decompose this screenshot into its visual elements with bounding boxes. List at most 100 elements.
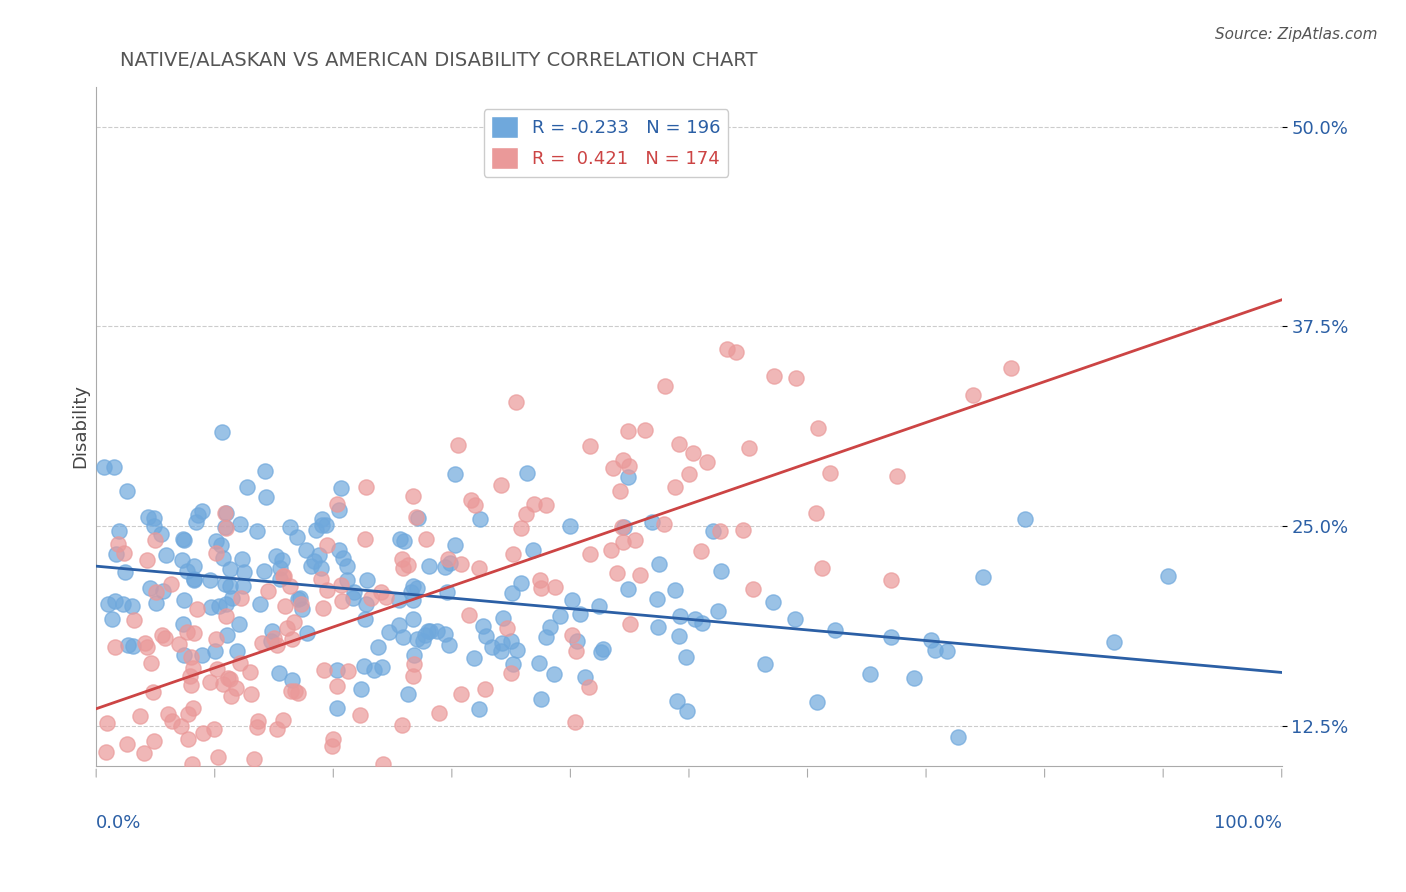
Point: [139, 807, 162, 822]
Point: [218, 579, 240, 593]
Point: [544, 580, 567, 594]
Point: [737, 441, 759, 455]
Point: [489, 644, 512, 658]
Point: [599, 542, 621, 557]
Point: [225, 681, 247, 695]
Point: [135, 640, 157, 654]
Point: [696, 455, 718, 469]
Point: [418, 559, 440, 574]
Point: [609, 484, 631, 499]
Point: [450, 687, 472, 701]
Point: [810, 561, 832, 575]
Point: [153, 631, 176, 645]
Point: [145, 585, 167, 599]
Point: [342, 591, 364, 606]
Point: [665, 694, 688, 708]
Point: [356, 573, 378, 587]
Point: [505, 395, 527, 409]
Point: [564, 714, 586, 729]
Point: [209, 538, 232, 552]
Point: [460, 493, 482, 508]
Point: [305, 524, 328, 538]
Point: [709, 565, 731, 579]
Point: [496, 621, 519, 635]
Point: [578, 547, 600, 561]
Point: [256, 491, 278, 505]
Point: [354, 480, 377, 494]
Point: [173, 648, 195, 662]
Point: [349, 708, 371, 723]
Point: [204, 643, 226, 657]
Point: [112, 597, 135, 611]
Point: [228, 807, 250, 822]
Point: [183, 625, 205, 640]
Point: [290, 602, 312, 616]
Point: [415, 532, 437, 546]
Point: [191, 648, 214, 662]
Point: [142, 734, 165, 748]
Point: [302, 554, 325, 568]
Point: [312, 663, 335, 677]
Point: [229, 516, 252, 531]
Point: [499, 665, 522, 680]
Point: [246, 720, 269, 734]
Point: [468, 560, 491, 574]
Point: [176, 731, 198, 746]
Point: [117, 639, 139, 653]
Point: [612, 453, 634, 467]
Point: [299, 559, 322, 574]
Point: [295, 625, 318, 640]
Point: [218, 672, 240, 686]
Point: [574, 670, 596, 684]
Point: [534, 498, 557, 512]
Point: [682, 446, 704, 460]
Point: [668, 629, 690, 643]
Point: [613, 520, 636, 534]
Point: [561, 592, 583, 607]
Point: [509, 576, 531, 591]
Point: [269, 572, 291, 586]
Point: [273, 713, 295, 727]
Point: [602, 460, 624, 475]
Point: [523, 498, 546, 512]
Point: [366, 640, 388, 654]
Point: [375, 590, 398, 604]
Point: [278, 579, 301, 593]
Point: [262, 624, 284, 639]
Point: [136, 510, 159, 524]
Point: [122, 640, 145, 654]
Point: [250, 636, 273, 650]
Point: [285, 530, 308, 544]
Point: [499, 634, 522, 648]
Point: [588, 599, 610, 613]
Point: [229, 656, 252, 670]
Point: [664, 480, 686, 494]
Point: [439, 557, 461, 571]
Point: [172, 616, 194, 631]
Point: [401, 585, 423, 599]
Point: [184, 515, 207, 529]
Text: Source: ZipAtlas.com: Source: ZipAtlas.com: [1215, 27, 1378, 42]
Point: [647, 620, 669, 634]
Point: [135, 553, 157, 567]
Point: [187, 508, 209, 523]
Point: [107, 524, 129, 539]
Point: [142, 685, 165, 699]
Point: [437, 552, 460, 566]
Point: [225, 644, 247, 658]
Point: [124, 771, 146, 785]
Point: [443, 467, 465, 482]
Point: [266, 638, 288, 652]
Point: [516, 466, 538, 480]
Point: [754, 657, 776, 671]
Point: [592, 642, 614, 657]
Point: [122, 613, 145, 627]
Point: [183, 559, 205, 574]
Point: [561, 627, 583, 641]
Point: [391, 718, 413, 732]
Point: [273, 568, 295, 582]
Point: [207, 662, 229, 676]
Point: [149, 526, 172, 541]
Point: [464, 498, 486, 512]
Point: [145, 596, 167, 610]
